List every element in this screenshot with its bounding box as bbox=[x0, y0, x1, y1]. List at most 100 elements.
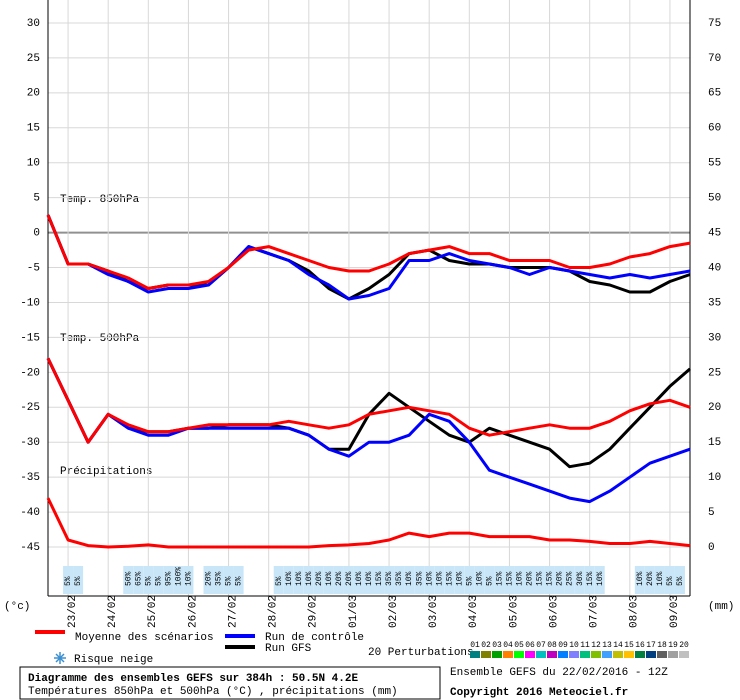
y2-tick-label: 70 bbox=[708, 53, 721, 65]
perturbation-number: 07 bbox=[536, 641, 546, 650]
y2-tick-label: 15 bbox=[708, 437, 721, 449]
snow-label: 5% bbox=[666, 576, 675, 586]
snow-box bbox=[313, 566, 324, 594]
snow-box bbox=[514, 566, 525, 594]
snow-risk: 20% bbox=[333, 566, 344, 594]
y2-tick-label: 55 bbox=[708, 158, 721, 170]
snow-label: 20% bbox=[315, 571, 324, 586]
y2-unit: (mm) bbox=[708, 601, 734, 613]
snow-risk: 5% bbox=[464, 566, 474, 594]
perturbation-swatch bbox=[635, 651, 645, 658]
snow-box bbox=[323, 566, 334, 594]
perturbation-number: 11 bbox=[580, 641, 590, 650]
y-tick-label: -30 bbox=[20, 437, 40, 449]
x-tick-label: 26/02 bbox=[187, 595, 199, 628]
snow-box bbox=[464, 566, 475, 594]
snow-risk: 10% bbox=[424, 566, 434, 594]
snow-label: 10% bbox=[185, 571, 194, 586]
perturbation-swatch bbox=[470, 651, 480, 658]
perturbation-swatch bbox=[503, 651, 513, 658]
snow-box bbox=[374, 566, 385, 594]
chart-subtitle: Températures 850hPa et 500hPa (°C) , pré… bbox=[28, 686, 398, 698]
snow-risk: 35% bbox=[384, 566, 394, 594]
perturbation-swatch bbox=[602, 651, 612, 658]
perturbation-number: 13 bbox=[602, 641, 612, 650]
snow-risk: 15% bbox=[504, 566, 515, 594]
y2-tick-label: 40 bbox=[708, 262, 721, 274]
snow-label: 5% bbox=[64, 576, 73, 586]
snow-risk: 5% bbox=[233, 566, 244, 594]
perturbation-swatch bbox=[514, 651, 524, 658]
snow-box bbox=[664, 566, 675, 594]
snow-box bbox=[233, 566, 244, 594]
snow-label: 10% bbox=[355, 571, 364, 586]
y-tick-label: 0 bbox=[33, 227, 40, 239]
y-tick-label: 20 bbox=[27, 88, 40, 100]
y2-tick-label: 65 bbox=[708, 88, 721, 100]
perturbation-number: 06 bbox=[525, 641, 535, 650]
perturbation-swatch bbox=[558, 651, 568, 658]
snow-risk: 10% bbox=[594, 566, 605, 594]
panel-label: Précipitations bbox=[60, 466, 152, 478]
snow-label: 65% bbox=[134, 571, 143, 586]
snow-label: 15% bbox=[586, 571, 595, 586]
snow-risk: 5% bbox=[73, 566, 83, 594]
perturbation-number: 12 bbox=[591, 641, 601, 650]
snow-label: 35% bbox=[385, 571, 394, 586]
snow-label: 20% bbox=[646, 571, 655, 586]
snow-box bbox=[424, 566, 435, 594]
snow-risk: 20% bbox=[554, 566, 565, 594]
chart-title: Diagramme des ensembles GEFS sur 384h : … bbox=[28, 673, 358, 685]
snow-risk: 65% bbox=[133, 566, 143, 594]
snow-box bbox=[554, 566, 565, 594]
perturbation-number: 15 bbox=[624, 641, 634, 650]
snow-box bbox=[273, 566, 284, 594]
snow-label: 10% bbox=[425, 571, 434, 586]
y-tick-label: 10 bbox=[27, 158, 40, 170]
snow-risk: 5% bbox=[143, 566, 153, 594]
perturbation-swatch bbox=[613, 651, 623, 658]
x-tick-label: 28/02 bbox=[268, 595, 280, 628]
snow-box bbox=[173, 566, 184, 594]
y-tick-label: 30 bbox=[27, 18, 40, 30]
snow-label: 10% bbox=[285, 571, 294, 586]
snow-box bbox=[163, 566, 174, 594]
snow-risk: 25% bbox=[564, 566, 575, 594]
snow-box bbox=[454, 566, 465, 594]
snow-label: 10% bbox=[516, 571, 525, 586]
snow-box bbox=[494, 566, 505, 594]
snow-box bbox=[444, 566, 455, 594]
snow-label: 100% bbox=[175, 567, 184, 586]
x-tick-label: 24/02 bbox=[107, 595, 119, 628]
snow-label: 20% bbox=[335, 571, 344, 586]
series-line bbox=[46, 357, 691, 504]
x-tick-label: 06/03 bbox=[548, 595, 560, 628]
snow-risk: 20% bbox=[524, 566, 535, 594]
snow-label: 10% bbox=[435, 571, 444, 586]
snow-label: 5% bbox=[465, 576, 474, 586]
perturbation-swatch bbox=[668, 651, 678, 658]
snow-box bbox=[303, 566, 314, 594]
x-tick-label: 07/03 bbox=[589, 595, 601, 628]
snow-risk: 35% bbox=[394, 566, 404, 594]
series-line bbox=[46, 214, 691, 290]
perturbation-number: 17 bbox=[646, 641, 656, 650]
legend-label: Risque neige bbox=[74, 654, 153, 666]
snow-box bbox=[353, 566, 364, 594]
perturbation-number: 08 bbox=[547, 641, 557, 650]
y2-tick-label: 35 bbox=[708, 297, 721, 309]
perturbation-swatch bbox=[646, 651, 656, 658]
snow-box bbox=[183, 566, 194, 594]
perturbation-swatch bbox=[525, 651, 535, 658]
snow-label: 10% bbox=[365, 571, 374, 586]
snow-risk: 5% bbox=[674, 566, 685, 594]
y2-tick-label: 75 bbox=[708, 18, 721, 30]
snow-label: 20% bbox=[526, 571, 535, 586]
snow-risk: 5% bbox=[664, 566, 675, 594]
perturbation-swatch bbox=[657, 651, 667, 658]
snow-box bbox=[343, 566, 354, 594]
snow-risk: 35% bbox=[213, 566, 224, 594]
x-tick-label: 08/03 bbox=[629, 595, 641, 628]
snow-label: 10% bbox=[656, 571, 665, 586]
snow-label: 35% bbox=[395, 571, 404, 586]
